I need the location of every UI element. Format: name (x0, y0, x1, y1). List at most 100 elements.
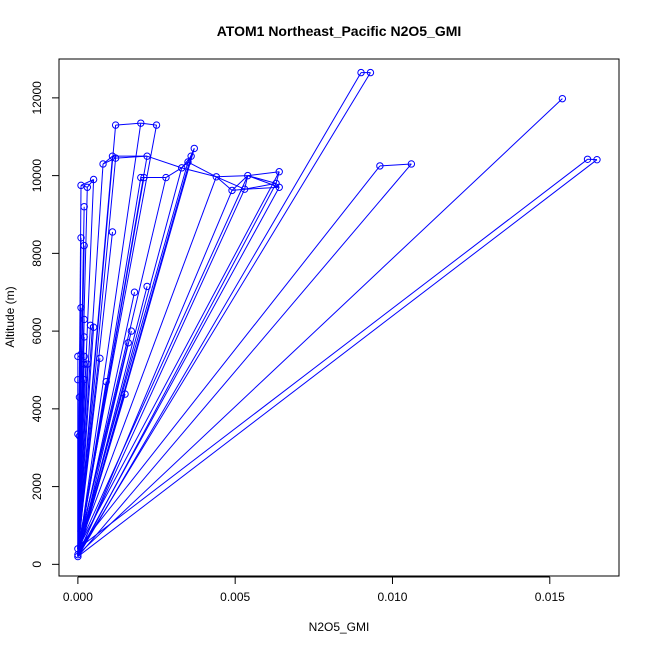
y-tick-label: 10000 (30, 159, 44, 193)
lateral-segment (275, 171, 280, 184)
data-point (143, 152, 151, 160)
lateral-segment (140, 122, 157, 126)
profile-segment (77, 175, 249, 549)
profile-segment (77, 165, 381, 550)
lateral-segment (115, 122, 141, 126)
profile-segment (77, 176, 217, 549)
lateral-segment (216, 176, 245, 190)
data-point (80, 203, 88, 211)
data-point (75, 393, 84, 401)
data-point (583, 155, 592, 163)
lateral-segment (146, 155, 182, 169)
data-point (111, 154, 120, 162)
x-axis: 0.000 0.005 0.010 0.015 (63, 576, 565, 604)
data-point (228, 186, 236, 195)
data-point (89, 323, 98, 331)
data-point (376, 162, 384, 170)
profile-segment (77, 163, 412, 557)
data-point (102, 377, 110, 386)
data-point (244, 171, 252, 180)
data-point (137, 173, 145, 182)
data-point (140, 173, 148, 182)
chart-title: ATOM1 Northeast_Pacific N2O5_GMI (217, 23, 462, 39)
profile-segment (77, 98, 563, 555)
data-point (77, 181, 85, 190)
profile-segment (77, 187, 280, 555)
data-point (190, 144, 198, 153)
data-point (187, 152, 195, 160)
x-tick-label: 0.000 (63, 590, 93, 604)
profile-segment (77, 158, 588, 550)
profile-segment (77, 177, 167, 549)
x-tick-label: 0.015 (535, 590, 565, 604)
data-point (83, 360, 92, 368)
data-point (593, 155, 601, 164)
x-tick-label: 0.010 (377, 590, 407, 604)
lateral-segment (244, 186, 280, 190)
y-tick-label: 6000 (30, 317, 44, 344)
lateral-segment (102, 155, 113, 165)
y-tick-label: 0 (30, 561, 44, 568)
y-axis-label: Altitude (m) (3, 286, 17, 347)
data-point (137, 119, 145, 127)
profile-segment (77, 177, 145, 555)
lateral-segment (80, 179, 94, 186)
data-point (275, 183, 283, 191)
data-point (366, 68, 375, 77)
profile-segment (77, 171, 280, 550)
profile-segment (77, 148, 195, 557)
data-point (130, 288, 139, 296)
profile-segment (77, 123, 142, 557)
data-point (77, 304, 85, 312)
data-point (177, 164, 186, 172)
data-point (127, 327, 136, 335)
y-axis: 0 2000 4000 6000 8000 10000 12000 (30, 81, 60, 568)
lateral-segment (187, 161, 217, 178)
lateral-segment (231, 188, 245, 191)
data-point (96, 354, 104, 363)
data-point (74, 430, 82, 438)
data-point (74, 352, 82, 361)
data-points (74, 68, 601, 561)
series-lines (77, 72, 598, 557)
profile-segment (77, 72, 371, 555)
y-tick-label: 12000 (30, 81, 44, 115)
data-point (77, 527, 85, 535)
data-point (75, 432, 84, 440)
data-point (80, 333, 88, 341)
data-point (162, 173, 170, 182)
data-point (124, 339, 132, 347)
lateral-segment (379, 163, 412, 167)
data-point (111, 121, 120, 129)
data-point (240, 185, 249, 193)
data-point (77, 234, 85, 242)
lateral-segment (190, 148, 195, 157)
profile-segment (77, 167, 183, 555)
profile-segment (77, 185, 82, 557)
data-point (108, 228, 117, 236)
data-point (89, 175, 98, 184)
data-point (152, 121, 161, 129)
lateral-segment (275, 183, 280, 188)
lateral-segment (115, 155, 148, 159)
data-point (184, 158, 192, 166)
lateral-segment (247, 175, 280, 188)
profile-segment (77, 163, 104, 549)
y-tick-label: 8000 (30, 240, 44, 267)
lateral-segment (181, 167, 217, 178)
data-point (74, 550, 82, 559)
data-point (143, 282, 151, 291)
data-point (99, 160, 107, 168)
profile-segment (77, 161, 189, 549)
data-point (80, 241, 88, 250)
profile-segment (77, 159, 598, 557)
lateral-segment (247, 171, 280, 177)
data-point (121, 390, 129, 398)
x-axis-label: N2O5_GMI (309, 620, 370, 634)
profile-segment (77, 156, 192, 555)
profile-segment (77, 190, 233, 557)
data-point (74, 552, 82, 561)
lateral-segment (86, 179, 94, 188)
data-point (558, 94, 567, 103)
